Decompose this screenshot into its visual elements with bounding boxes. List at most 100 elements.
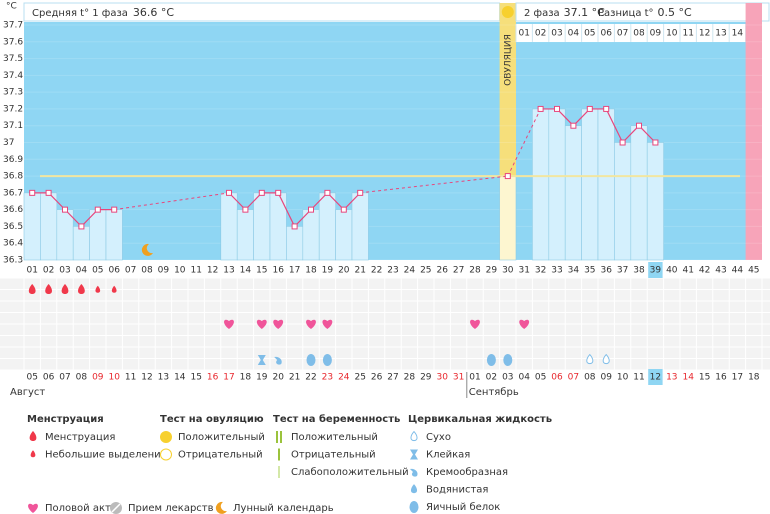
luteal-day: 07: [617, 29, 628, 39]
cycle-day: 10: [174, 266, 186, 276]
difference: Разница t° 0.5 °C: [598, 6, 692, 19]
date: 07: [59, 373, 70, 383]
cycle-day: 44: [732, 266, 744, 276]
cycle-day: 02: [43, 266, 54, 276]
drop-icon: [586, 353, 594, 365]
date: 16: [207, 373, 219, 383]
date: 12: [141, 373, 152, 383]
date: 16: [715, 373, 727, 383]
date: 11: [633, 373, 644, 383]
y-tick-label: 36.5: [3, 222, 23, 232]
cycle-day: 33: [551, 266, 562, 276]
cycle-day: 03: [59, 266, 70, 276]
temp-point: [308, 206, 314, 213]
sun-icon: [160, 431, 172, 443]
y-axis-label: °C: [6, 2, 17, 12]
date: 18: [748, 373, 760, 383]
temp-bar: [597, 108, 615, 261]
temp-bar: [499, 175, 517, 261]
date: 15: [699, 373, 710, 383]
temp-bar: [646, 142, 664, 261]
drop-icon: [111, 285, 117, 293]
y-tick-label: 36.9: [3, 155, 23, 165]
test-icon: [278, 448, 280, 461]
sticky-icon: [410, 449, 418, 460]
heart-icon: [470, 319, 480, 329]
phase1-value: 36.6 °C: [133, 6, 174, 19]
difference-value: 0.5 °C: [658, 6, 692, 19]
legend-label: Прием лекарств: [128, 503, 214, 514]
y-tick-label: 36.3: [3, 256, 23, 266]
luteal-day: 02: [535, 29, 546, 39]
drop-icon: [410, 430, 418, 442]
legend-label: Сухо: [426, 432, 451, 443]
difference-label: Разница t°: [598, 8, 654, 19]
gap-line: [360, 175, 508, 194]
heart-icon: [322, 319, 333, 329]
temp-bar: [89, 209, 107, 261]
test-icon: [278, 466, 280, 478]
cycle-day: 32: [535, 266, 546, 276]
date: 14: [682, 373, 694, 383]
temp-point: [636, 122, 642, 129]
legend-label: Менструация: [45, 432, 115, 443]
legend-label: Водянистая: [426, 485, 488, 496]
creamy-icon: [410, 468, 418, 477]
cycle-day: 36: [600, 266, 612, 276]
temp-point: [570, 122, 577, 129]
temp-point: [29, 189, 36, 196]
drop-icon: [28, 284, 36, 294]
y-tick-label: 36.6: [3, 205, 23, 215]
temp-bar: [581, 108, 599, 261]
temp-point: [226, 189, 232, 196]
temp-bar: [23, 192, 41, 261]
legend-title: Тест на овуляцию: [160, 414, 264, 425]
date: 05: [535, 373, 546, 383]
creamy-icon: [274, 356, 282, 365]
luteal-row: [516, 24, 762, 42]
date: 17: [223, 373, 234, 383]
drop-icon: [29, 431, 37, 441]
cycle-day: 39: [650, 266, 662, 276]
test-icon: [276, 431, 278, 443]
legend-label: Небольшие выделения: [45, 450, 167, 461]
date: 19: [256, 373, 268, 383]
period-column: [745, 3, 762, 260]
legend-label: Отрицательный: [291, 450, 376, 461]
selected-date: [648, 369, 663, 385]
sun-icon: [160, 448, 172, 461]
y-tick-label: 37.3: [3, 88, 23, 98]
date: 27: [387, 373, 398, 383]
cycle-day: 21: [354, 266, 365, 276]
date: 25: [354, 373, 365, 383]
temp-bar: [335, 209, 353, 261]
date: 26: [371, 373, 383, 383]
legend-label: Половой акт: [45, 503, 111, 514]
gap-line: [114, 192, 230, 211]
heart-icon: [306, 319, 316, 329]
temp-point: [586, 105, 593, 112]
legend-title: Менструация: [27, 414, 104, 425]
temp-point: [275, 189, 282, 196]
date: 15: [190, 373, 201, 383]
temp-bar: [630, 125, 648, 261]
temp-point: [324, 189, 331, 196]
cycle-day: 45: [748, 266, 759, 276]
cycle-day: 01: [26, 266, 37, 276]
drop-icon: [45, 284, 52, 294]
y-tick-label: 37.1: [3, 121, 23, 131]
cycle-day: 22: [371, 266, 382, 276]
phase1: Средняя t° 1 фаза 36.6 °C: [32, 6, 174, 19]
legend-label: Яичный белок: [426, 502, 500, 513]
cycle-day: 07: [125, 266, 136, 276]
cycle-day: 34: [568, 266, 580, 276]
temp-point: [357, 189, 364, 196]
temp-point: [94, 206, 101, 213]
y-tick-label: 37.7: [3, 21, 23, 31]
date: 01: [469, 373, 480, 383]
y-tick-label: 36.7: [3, 188, 23, 198]
temp-point: [340, 206, 347, 213]
heart-icon: [256, 319, 267, 329]
date: 23: [322, 373, 333, 383]
cycle-day: 15: [256, 266, 267, 276]
